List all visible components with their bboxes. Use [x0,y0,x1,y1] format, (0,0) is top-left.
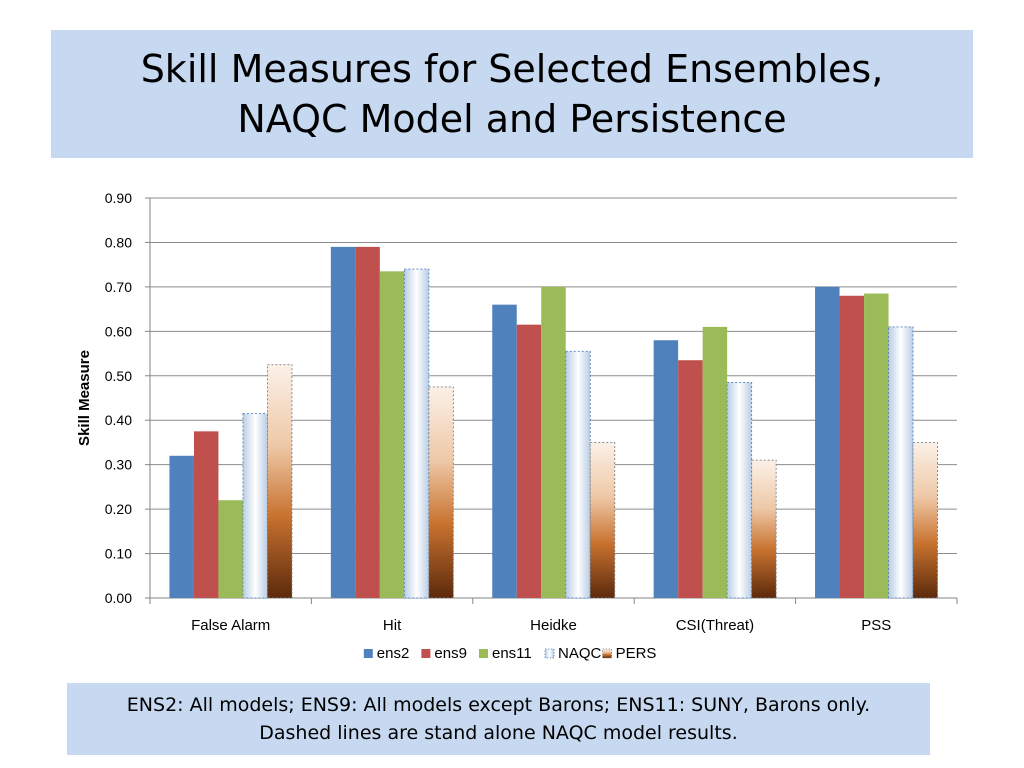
slide-title-line-2: NAQC Model and Persistence [237,97,787,141]
bar-pers [912,441,938,599]
legend-label-ens9: ens9 [434,645,467,662]
bar-ens11 [702,326,728,598]
x-tick-label: PSS [861,617,891,634]
bar-naqc [403,268,430,599]
bar-naqc [888,326,914,599]
y-tick-label: 0.20 [105,501,132,517]
y-tick-label: 0.40 [105,412,132,428]
bar-ens9 [355,246,380,598]
y-tick-label: 0.00 [105,590,132,606]
bar-ens11 [379,271,405,598]
legend-label-ens2: ens2 [377,645,410,662]
bar-pers [267,364,293,599]
bar-ens2 [492,304,517,598]
bar-ens2 [330,246,356,598]
y-tick-label: 0.50 [105,368,132,384]
bar-pers [751,459,777,599]
bar-ens11 [864,293,889,598]
legend-label-ens11: ens11 [492,645,532,662]
x-tick-label: Heidke [530,617,577,634]
footnote-box: ENS2: All models; ENS9: All models excep… [67,683,930,755]
y-axis-label: Skill Measure [76,350,93,446]
bar-ens2 [815,286,840,598]
skill-measures-bar-chart: 0.00 0.10 0.20 0.30 0.40 0.50 0.60 0.70 0.80 0.90… [76,190,958,662]
bar-naqc [565,350,591,599]
legend-swatch-pers [602,648,612,659]
bar-ens9 [516,324,542,598]
footnote-line-2: Dashed lines are stand alone NAQC model … [259,722,738,744]
bar-ens9 [839,295,865,598]
bar-ens2 [653,340,679,598]
legend-label-naqc: NAQC [558,645,602,662]
bar-ens9 [193,431,219,598]
bar-naqc [726,381,753,599]
bar-ens2 [169,455,194,598]
y-tick-label: 0.10 [105,546,132,562]
x-tick-label: False Alarm [191,617,270,634]
bar-naqc [242,413,268,599]
footnote-line-1: ENS2: All models; ENS9: All models excep… [126,694,871,716]
bar-ens11 [541,286,566,598]
slide-title-line-1: Skill Measures for Selected Ensembles, [140,47,884,91]
bar-pers [589,441,616,599]
y-tick-label: 0.60 [105,323,132,339]
legend-swatch-ens11 [479,649,488,658]
legend-swatch-naqc [544,648,555,659]
legend-label-pers: PERS [616,645,657,662]
legend-swatch-ens9 [421,649,431,658]
y-tick-label: 0.70 [105,279,132,295]
bar-pers [428,386,454,599]
x-tick-label: Hit [383,617,402,634]
y-tick-label: 0.30 [105,457,132,473]
bar-ens11 [218,500,243,598]
y-tick-label: 0.90 [105,190,132,206]
y-tick-label: 0.80 [105,234,132,250]
legend-swatch-ens2 [363,649,373,658]
slide-title-box: Skill Measures for Selected Ensembles, N… [51,30,973,158]
x-tick-label: CSI(Threat) [676,617,754,634]
bar-ens9 [678,360,703,598]
